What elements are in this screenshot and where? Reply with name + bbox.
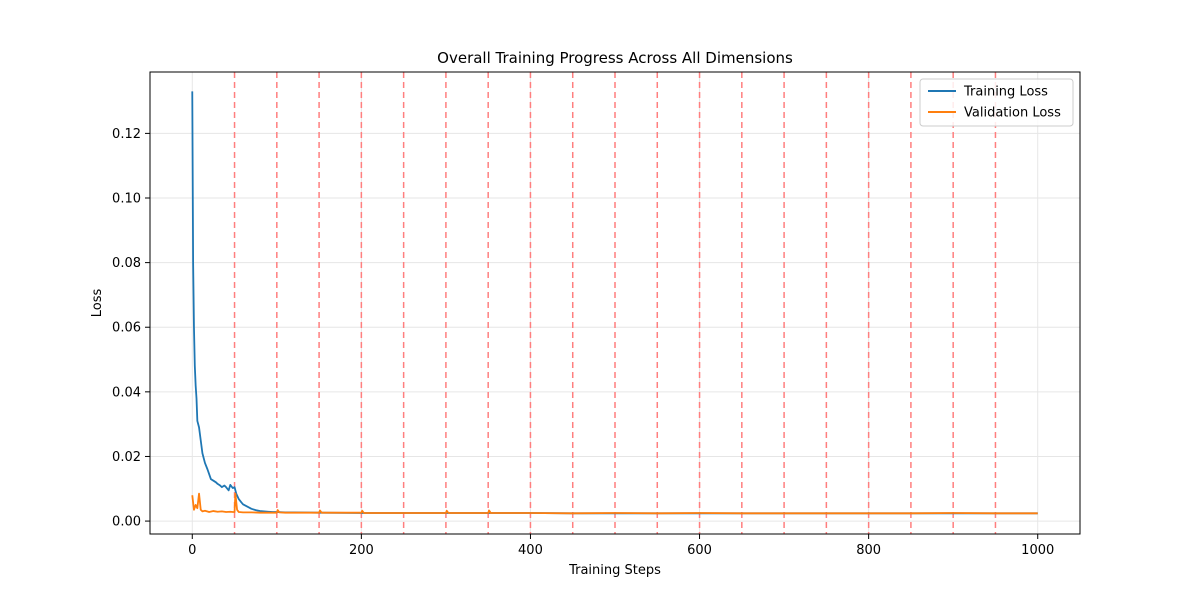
axis-ticks: 0 200 400 600 800 1000 0.00 0.02 0.04 0.06 0.08 0.1… [112,127,1054,558]
y-tick-label: 0.12 [112,127,141,142]
y-tick-label: 0.10 [112,192,141,207]
x-tick-label: 600 [687,543,712,558]
series-line-validation-loss [191,492,1038,515]
chart-title: Overall Training Progress Across All Dim… [437,49,793,67]
step-markers [233,72,997,534]
legend-box [919,78,1074,127]
x-tick-label: 200 [349,543,374,558]
legend: Training Loss Validation Loss [919,78,1074,127]
x-tick-label: 800 [856,543,881,558]
y-tick-label: 0.08 [112,256,141,271]
y-tick-label: 0.02 [112,450,141,465]
y-tick-label: 0.00 [112,515,141,530]
series-lines [191,91,1038,515]
y-tick-label: 0.06 [112,321,141,336]
legend-label-validation-loss: Validation Loss [964,106,1061,121]
plot-frame [149,71,1081,535]
x-tick-label: 400 [518,543,543,558]
x-tick-label: 1000 [1021,543,1054,558]
y-axis-title: Loss [90,289,105,318]
legend-label-training-loss: Training Loss [963,85,1048,100]
x-tick-label: 0 [188,543,196,558]
y-tick-label: 0.04 [112,385,141,400]
x-axis-title: Training Steps [568,563,661,578]
